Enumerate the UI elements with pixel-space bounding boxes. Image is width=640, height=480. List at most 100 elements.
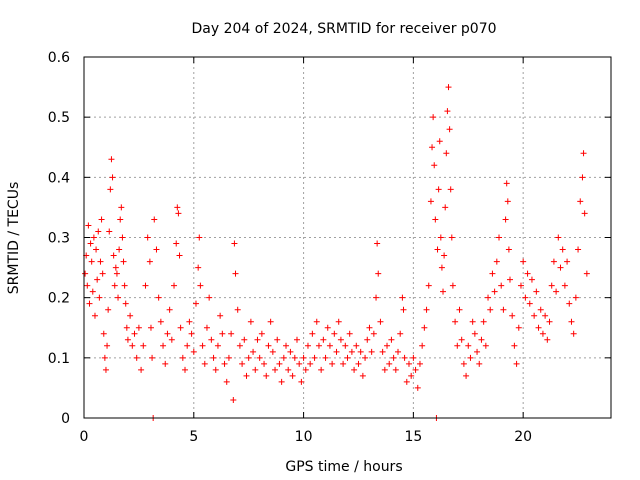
- data-point: [186, 318, 193, 325]
- data-point: [408, 372, 415, 379]
- data-point: [263, 372, 270, 379]
- data-point: [423, 306, 430, 313]
- data-point: [84, 282, 91, 289]
- data-point: [252, 366, 259, 373]
- data-point: [400, 306, 407, 313]
- data-point: [531, 312, 538, 319]
- data-point: [164, 330, 171, 337]
- data-point: [346, 330, 353, 337]
- data-point: [269, 348, 276, 355]
- data-point: [570, 330, 577, 337]
- data-points: [82, 84, 590, 421]
- data-point: [335, 318, 342, 325]
- data-point: [109, 174, 116, 181]
- data-point: [176, 252, 183, 259]
- data-point: [151, 216, 158, 223]
- data-point: [437, 234, 444, 241]
- data-point: [444, 108, 451, 115]
- data-point: [228, 330, 235, 337]
- data-point: [96, 294, 103, 301]
- y-tick-label: 0: [61, 411, 70, 427]
- data-point: [88, 258, 95, 265]
- data-point: [333, 348, 340, 355]
- data-point: [196, 234, 203, 241]
- data-point: [91, 312, 98, 319]
- data-point: [129, 342, 136, 349]
- data-point: [449, 282, 456, 289]
- data-point: [463, 372, 470, 379]
- data-point: [482, 342, 489, 349]
- data-point: [247, 318, 254, 325]
- data-point: [405, 360, 412, 367]
- data-point: [166, 306, 173, 313]
- data-point: [458, 336, 465, 343]
- x-axis-label: GPS time / hours: [285, 459, 402, 475]
- data-point: [526, 300, 533, 307]
- data-point: [276, 360, 283, 367]
- data-point: [283, 342, 290, 349]
- data-point: [174, 204, 181, 211]
- data-point: [280, 354, 287, 361]
- data-point: [107, 186, 114, 193]
- data-point: [278, 378, 285, 385]
- data-point: [375, 270, 382, 277]
- data-point: [208, 336, 215, 343]
- data-point: [182, 366, 189, 373]
- data-point: [442, 204, 449, 211]
- data-point: [214, 342, 221, 349]
- data-point: [446, 126, 453, 133]
- data-point: [476, 360, 483, 367]
- data-point: [511, 342, 518, 349]
- data-point: [580, 150, 587, 157]
- data-point: [502, 216, 509, 223]
- data-point: [82, 270, 89, 277]
- data-point: [384, 342, 391, 349]
- data-point: [489, 270, 496, 277]
- data-point: [381, 366, 388, 373]
- data-point: [146, 258, 153, 265]
- data-point: [195, 264, 202, 271]
- data-point: [234, 306, 241, 313]
- data-point: [403, 378, 410, 385]
- data-point: [157, 318, 164, 325]
- data-point: [581, 210, 588, 217]
- data-point: [261, 360, 268, 367]
- data-point: [522, 294, 529, 301]
- data-point: [505, 246, 512, 253]
- data-point: [537, 306, 544, 313]
- data-point: [513, 360, 520, 367]
- y-tick-label: 0.5: [48, 110, 70, 126]
- data-point: [528, 276, 535, 283]
- data-point: [142, 282, 149, 289]
- data-point: [421, 324, 428, 331]
- data-point: [313, 318, 320, 325]
- data-point: [500, 306, 507, 313]
- data-point: [390, 354, 397, 361]
- data-point: [544, 336, 551, 343]
- data-point: [311, 354, 318, 361]
- data-point: [201, 360, 208, 367]
- y-tick-label: 0.3: [48, 231, 70, 247]
- data-point: [177, 324, 184, 331]
- data-point: [113, 270, 120, 277]
- data-point: [239, 360, 246, 367]
- data-point: [274, 336, 281, 343]
- data-point: [307, 360, 314, 367]
- data-point: [357, 348, 364, 355]
- data-point: [221, 360, 228, 367]
- data-point: [287, 348, 294, 355]
- y-tick-label: 0.6: [48, 50, 70, 66]
- data-point: [243, 372, 250, 379]
- data-point: [116, 246, 123, 253]
- data-point: [175, 210, 182, 217]
- data-point: [127, 312, 134, 319]
- data-point: [100, 330, 107, 337]
- data-point: [440, 288, 447, 295]
- y-tick-label: 0.1: [48, 351, 70, 367]
- data-point: [460, 360, 467, 367]
- data-point: [550, 258, 557, 265]
- data-point: [504, 198, 511, 205]
- data-point: [331, 330, 338, 337]
- data-point: [105, 306, 112, 313]
